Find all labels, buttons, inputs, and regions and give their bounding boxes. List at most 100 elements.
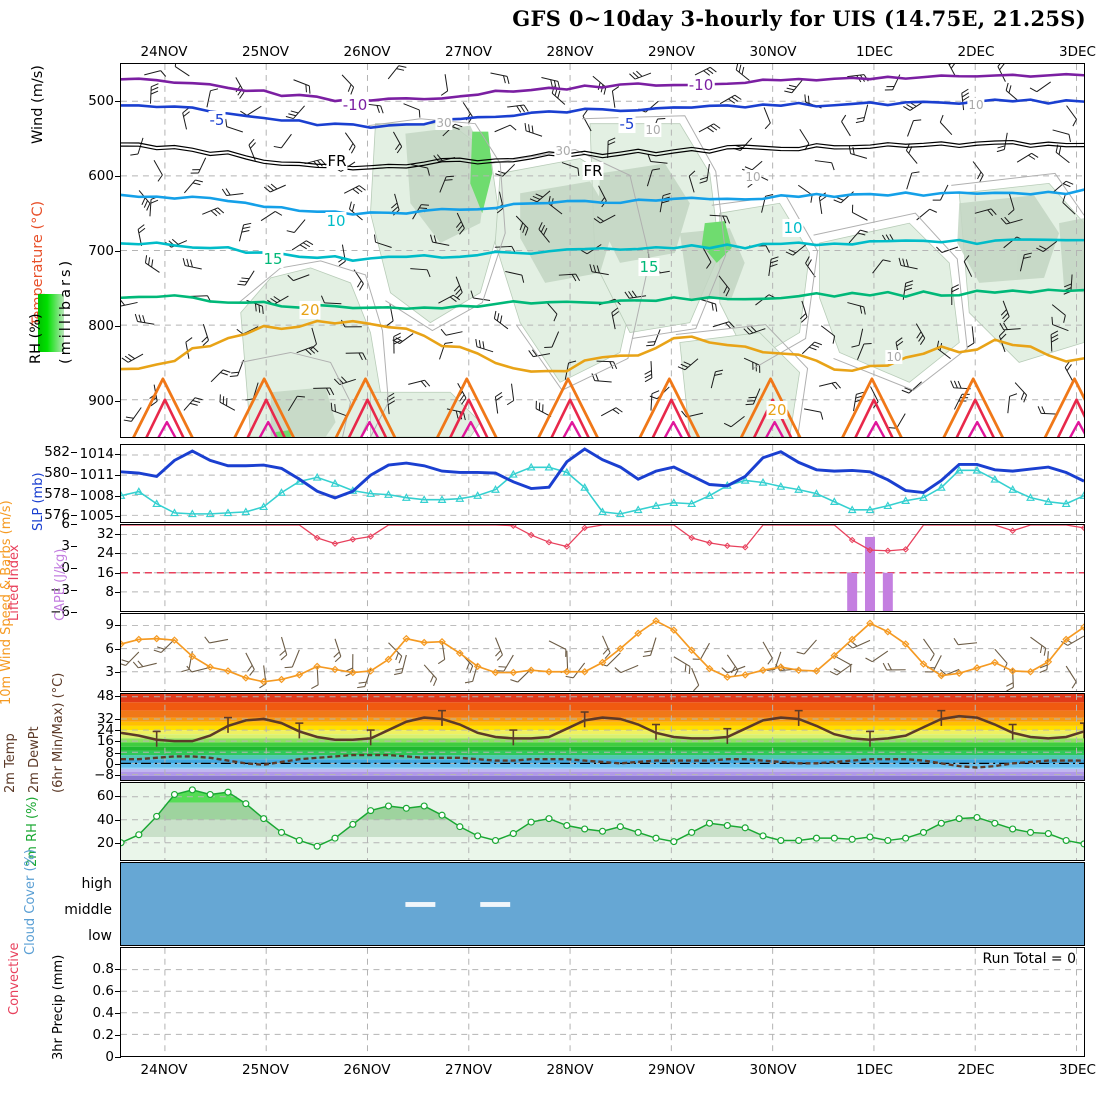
cloud-level-label-high: high	[81, 876, 112, 892]
date-tick-label: 1DEC	[856, 44, 893, 60]
date-tick-label: 2DEC	[957, 1062, 995, 1078]
axis-tick-label: 8	[105, 584, 121, 601]
axis-tick-label: 32	[96, 710, 122, 727]
axis-tick-label: 0.2	[92, 1027, 122, 1043]
date-tick-label: 27NOV	[445, 44, 492, 60]
axis-tick-label: 1011	[79, 466, 122, 483]
date-tick-label: 25NOV	[242, 1062, 289, 1078]
date-tick-label: 3DEC	[1059, 44, 1096, 60]
axis-tick-label: 578	[44, 485, 77, 502]
axis-tick-label: 1008	[79, 487, 122, 504]
axis-tick-label: 0.8	[92, 961, 122, 977]
run-total-label: Run Total = 0	[982, 951, 1076, 967]
temp-axis-ticks: 48 32 24 16 8 0 −8	[0, 688, 122, 784]
axis-title-cloudcover: Cloud Cover (%)	[23, 849, 38, 955]
axis-tick-label: 576	[44, 506, 77, 523]
page-title: GFS 0~10day 3-hourly for UIS (14.75E, 21…	[512, 6, 1086, 31]
axis-title-wind10m-a: 10m Wind Speed & Barbs (m/s)	[0, 500, 14, 705]
axis-tick-label: 0	[61, 560, 77, 576]
axis-tick-label: −6	[50, 604, 77, 620]
axis-tick-label: 580	[44, 465, 77, 482]
temp-dewpt-plot	[121, 694, 1084, 780]
date-tick-label: 26NOV	[343, 44, 391, 60]
axis-tick-label: 500	[88, 92, 121, 109]
axis-tick-label: 24	[96, 545, 122, 562]
axis-tick-label: 16	[96, 733, 122, 750]
axis-tick-label: 32	[96, 525, 122, 542]
temp-dewpt-panel[interactable]	[120, 693, 1085, 781]
cloud-level-label-middle: middle	[64, 902, 112, 918]
date-tick-label: 29NOV	[648, 44, 695, 60]
axis-tick-label: 0	[105, 755, 121, 772]
axis-title-minmax: (6hr Min/Max) (°C)	[51, 672, 66, 793]
slp-thickness-panel[interactable]	[120, 444, 1085, 523]
precip-plot	[121, 948, 1084, 1056]
cloud-level-label-low: low	[88, 928, 112, 944]
axis-title-rh: RH (%)	[28, 313, 44, 364]
axis-tick-label: −3	[50, 582, 77, 598]
axis-tick-label: 900	[88, 392, 121, 409]
date-tick-label: 2DEC	[957, 44, 995, 60]
axis-tick-label: 600	[88, 167, 121, 184]
date-tick-label: 1DEC	[856, 1062, 893, 1078]
axis-tick-label: 48	[96, 687, 122, 704]
cloud-cover-panel[interactable]	[120, 862, 1085, 946]
cape-axis-ticks: 32 24 16 8	[0, 524, 122, 612]
slp-axis-ticks: 1014 1011 1008 1005	[0, 444, 122, 525]
axis-tick-label: 20	[96, 835, 122, 852]
precip-axis-ticks: 0.8 0.6 0.4 0.2 0	[0, 947, 122, 1065]
pressure-axis-ticks: 500 600 700 800 900	[0, 63, 121, 438]
rh-legend-badge	[38, 294, 64, 352]
axis-title-wind: Wind (m/s)	[30, 65, 46, 144]
axis-tick-label: 3	[61, 538, 77, 554]
axis-tick-label: 40	[96, 811, 122, 828]
axis-title-precip-conv: Convective	[7, 942, 22, 1015]
date-tick-label: 29NOV	[648, 1062, 695, 1078]
axis-tick-label: −8	[94, 767, 121, 784]
axis-tick-label: 9	[105, 616, 121, 633]
axis-tick-label: 700	[88, 242, 121, 259]
date-tick-label: 27NOV	[445, 1062, 492, 1078]
wind-axis-ticks: 9 6 3	[0, 613, 121, 692]
axis-tick-label: 582	[44, 444, 77, 461]
axis-tick-label: 1014	[79, 446, 122, 463]
lifted-index-axis-ticks: −6 −3 0 3 6	[0, 516, 77, 620]
wind-10m-panel[interactable]	[120, 613, 1085, 692]
axis-tick-label: 60	[96, 788, 122, 805]
axis-title-millibars: (millibars)	[58, 257, 74, 364]
date-tick-label: 24NOV	[140, 1062, 188, 1078]
date-axis-bottom: 24NOV 25NOV 26NOV 27NOV 28NOV 29NOV 30NOV 1DEC 2…	[120, 1060, 1096, 1078]
date-tick-label: 25NOV	[242, 44, 289, 60]
date-tick-label: 24NOV	[140, 44, 188, 60]
date-axis-top: 24NOV 25NOV 26NOV 27NOV 28NOV 29NOV 30NOV 1DEC 2…	[120, 44, 1096, 62]
upper-air-panel[interactable]: -10 -10 -5 -5 FR FR 10 10 15 15 20 20 30 30 10 10 10 10	[120, 63, 1085, 438]
slp-thickness-plot	[121, 445, 1084, 522]
axis-tick-label: 6	[61, 516, 77, 532]
rh-2m-panel[interactable]	[120, 782, 1085, 861]
date-tick-label: 26NOV	[343, 1062, 391, 1078]
rh2m-axis-ticks: 60 40 20	[0, 782, 122, 861]
axis-title-precip: 3hr Precip (mm)	[51, 954, 66, 1060]
cape-lifted-plot	[121, 525, 1084, 611]
axis-tick-label: 1005	[79, 508, 122, 525]
axis-tick-label: 0.6	[92, 983, 122, 999]
axis-tick-label: 3	[105, 664, 121, 681]
axis-tick-label: 24	[96, 721, 122, 738]
date-tick-label: 3DEC	[1059, 1062, 1096, 1078]
date-tick-label: 28NOV	[546, 1062, 594, 1078]
axis-tick-label: 800	[88, 317, 121, 334]
cloud-cover-plot	[121, 863, 1084, 945]
axis-tick-label: 0	[105, 1049, 121, 1065]
upper-air-plot	[121, 64, 1084, 437]
date-tick-label: 30NOV	[749, 44, 797, 60]
axis-title-cape: CAPE (J/kg)	[53, 548, 68, 621]
axis-title-slp: SLP (mb)	[31, 472, 46, 531]
date-tick-label: 28NOV	[546, 44, 594, 60]
cape-lifted-index-panel[interactable]	[120, 524, 1085, 612]
axis-tick-label: 8	[105, 744, 121, 761]
precip-panel[interactable]: Run Total = 0	[120, 947, 1085, 1057]
thickness-axis-ticks: 582 580 578 576	[0, 444, 77, 523]
axis-tick-label: 6	[105, 640, 121, 657]
wind-10m-plot	[121, 614, 1084, 691]
rh-2m-plot	[121, 783, 1084, 860]
